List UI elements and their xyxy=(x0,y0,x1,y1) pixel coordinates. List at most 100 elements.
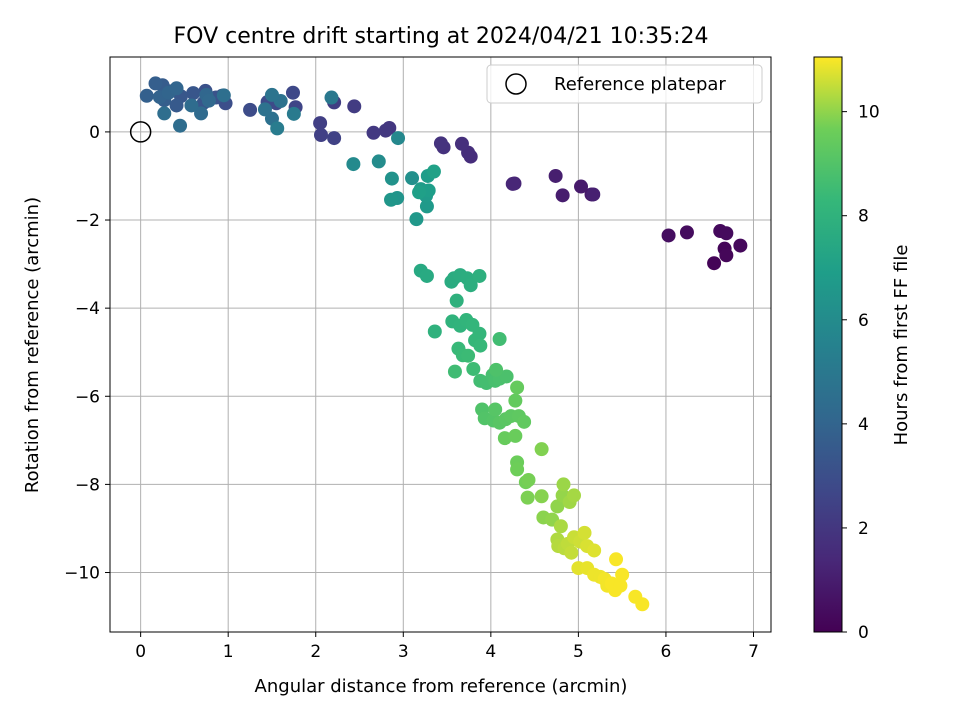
data-point xyxy=(719,248,734,263)
data-point xyxy=(719,226,734,241)
data-point xyxy=(492,331,507,346)
y-tick-label: −6 xyxy=(75,387,100,407)
data-point xyxy=(286,106,301,121)
y-tick-label: −8 xyxy=(75,475,100,495)
reference-point-marker xyxy=(129,121,152,143)
data-point xyxy=(419,268,434,283)
colorbar-tick-label: 4 xyxy=(858,415,869,435)
data-point xyxy=(534,442,549,457)
data-point xyxy=(489,362,504,377)
data-point xyxy=(391,131,406,146)
colorbar-label: Hours from first FF file xyxy=(891,245,912,446)
data-point xyxy=(548,168,563,183)
legend-label-reference: Reference platepar xyxy=(554,74,726,95)
data-point xyxy=(405,171,420,186)
data-point xyxy=(556,477,571,492)
data-point xyxy=(324,90,339,105)
data-point xyxy=(169,98,184,113)
data-point xyxy=(733,238,748,253)
x-tick-label: 5 xyxy=(573,642,584,662)
data-point xyxy=(564,545,579,560)
data-point xyxy=(264,87,279,102)
colorbar xyxy=(813,56,843,633)
data-point xyxy=(661,228,676,243)
data-point xyxy=(555,188,570,203)
y-axis-label: Rotation from reference (arcmin) xyxy=(22,197,43,493)
data-point xyxy=(169,81,184,96)
data-point xyxy=(635,597,650,612)
data-point xyxy=(139,88,154,103)
data-point xyxy=(157,106,172,121)
y-tick-label: −2 xyxy=(75,211,100,231)
data-point xyxy=(510,380,525,395)
data-point xyxy=(378,123,393,138)
data-point xyxy=(384,192,399,207)
data-point xyxy=(508,428,523,443)
data-point xyxy=(186,86,201,101)
data-point xyxy=(384,171,399,186)
data-point xyxy=(510,462,525,477)
x-tick-label: 6 xyxy=(661,642,672,662)
data-point xyxy=(521,472,536,487)
x-tick-label: 4 xyxy=(485,642,496,662)
data-point xyxy=(366,125,381,140)
data-point xyxy=(520,490,535,505)
chart-title: FOV centre drift starting at 2024/04/21 … xyxy=(174,24,709,49)
x-tick-label: 0 xyxy=(135,642,146,662)
data-point xyxy=(184,98,199,113)
colorbar-ticks: 0 2 4 6 8 10 xyxy=(842,103,880,643)
y-tick-label: 0 xyxy=(89,123,100,143)
data-point xyxy=(371,154,386,169)
data-point xyxy=(550,499,565,514)
data-point xyxy=(257,102,272,117)
data-point xyxy=(419,199,434,214)
data-point xyxy=(454,136,469,151)
data-point xyxy=(313,127,328,142)
data-point xyxy=(505,176,520,191)
data-point xyxy=(473,338,488,353)
data-point xyxy=(463,278,478,293)
data-point xyxy=(707,256,722,271)
data-point xyxy=(447,364,462,379)
data-point xyxy=(587,543,602,558)
colorbar-tick-label: 2 xyxy=(858,519,869,539)
data-point xyxy=(609,552,624,567)
plot-frame xyxy=(109,56,772,633)
x-tick-label: 7 xyxy=(748,642,759,662)
data-point xyxy=(615,567,630,582)
data-point xyxy=(427,324,442,339)
data-point xyxy=(449,293,464,308)
data-point xyxy=(201,93,216,108)
data-point xyxy=(499,369,514,384)
data-point xyxy=(433,136,448,151)
data-point xyxy=(497,431,512,446)
x-tick-label: 1 xyxy=(223,642,234,662)
data-point xyxy=(347,99,362,114)
data-point xyxy=(567,488,582,503)
data-point xyxy=(553,519,568,534)
data-point xyxy=(409,212,424,227)
data-point xyxy=(461,348,476,363)
colorbar-tick-label: 10 xyxy=(858,103,880,123)
data-point xyxy=(488,402,503,417)
data-point xyxy=(426,164,441,179)
data-points xyxy=(139,76,748,612)
x-tick-label: 2 xyxy=(310,642,321,662)
data-point xyxy=(508,393,523,408)
data-point xyxy=(472,268,487,283)
reference-marker xyxy=(129,121,152,143)
data-point xyxy=(577,525,592,540)
legend-box xyxy=(486,64,763,104)
data-point xyxy=(270,121,285,136)
data-point xyxy=(243,102,258,117)
data-point xyxy=(194,106,209,121)
colorbar-tick-label: 6 xyxy=(858,311,869,331)
data-point xyxy=(148,76,163,91)
legend: Reference platepar xyxy=(486,64,763,104)
data-point xyxy=(466,361,481,376)
data-point xyxy=(173,118,188,133)
data-point xyxy=(534,489,549,504)
data-point xyxy=(216,88,231,103)
